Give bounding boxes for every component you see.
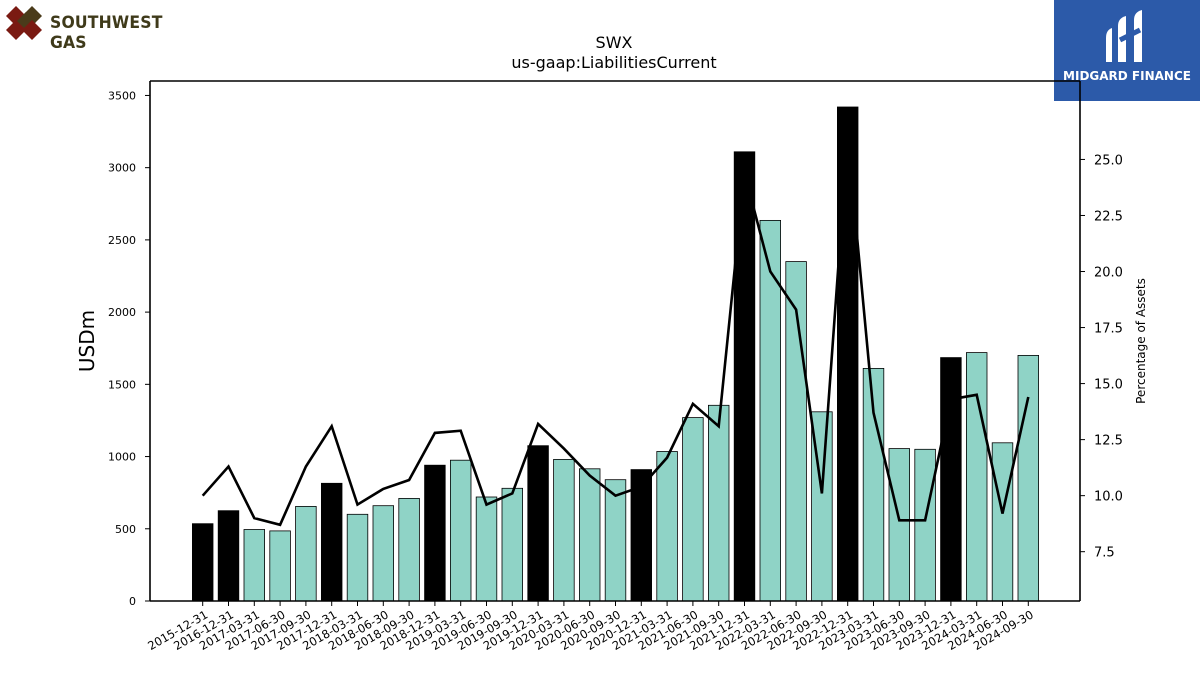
y-tick-label-500: 500 [115,523,136,536]
diamond-mark-icon [6,6,42,40]
bar-2020-03-31 [553,458,575,602]
chart-title: SWX [596,33,633,52]
bar-2024-06-30 [991,442,1014,602]
y2-tick-label-25: 25.0 [1094,153,1123,168]
y-axis-label: USDm [75,310,99,372]
bar-2018-09-30 [398,497,420,602]
bar-2024-03-31 [966,352,988,602]
y-tick-label-0: 0 [129,595,136,608]
chart-subtitle: us-gaap:LiabilitiesCurrent [511,53,716,72]
bar-2021-03-31 [656,451,678,602]
y-tick-label-3000: 3000 [108,162,136,175]
y2-tick-label-17.5: 17.5 [1094,322,1123,337]
bar-2018-06-30 [372,505,395,602]
y2-axis-label: Percentage of Assets [1134,278,1148,404]
y-tick-label-1000: 1000 [108,451,136,464]
bar-2017-06-30 [269,530,291,602]
bar-2020-06-30 [579,468,601,602]
bar-2017-12-31 [320,482,343,602]
y2-tick-label-15: 15.0 [1094,378,1123,393]
y2-tick-label-20: 20.0 [1094,266,1123,281]
y-tick-label-2000: 2000 [108,306,136,319]
bar-2019-06-30 [475,496,498,602]
y2-tick-label-7.5: 7.5 [1094,546,1115,561]
southwest-gas-logo: SOUTHWEST GAS [4,4,194,53]
bar-2020-09-30 [604,479,627,602]
bar-2019-12-31 [527,445,549,602]
bar-2016-12-31 [217,510,240,602]
bar-2017-03-31 [243,529,266,602]
bar-2017-09-30 [295,505,317,602]
midgard-finance-logo: MIDGARD FINANCE [1054,0,1200,101]
line-group [201,136,1030,527]
southwest-gas-wordmark: SOUTHWEST GAS [50,13,163,53]
midgard-mark-icon [1106,10,1142,62]
bar-2021-09-30 [708,404,730,602]
bar-2021-06-30 [682,417,704,602]
bar-2018-12-31 [424,464,446,602]
bar-2019-03-31 [449,459,472,602]
y2-tick-label-12.5: 12.5 [1094,434,1123,449]
bar-2022-03-31 [759,219,782,602]
y-tick-label-1500: 1500 [108,378,136,391]
bar-2018-03-31 [346,513,369,602]
midgard-finance-wordmark: MIDGARD FINANCE [1063,69,1191,83]
bar-2023-12-31 [940,357,962,602]
y-tick-label-2500: 2500 [108,234,136,247]
bar-2019-09-30 [501,487,524,602]
y-tick-label-3500: 3500 [108,89,136,102]
y2-tick-label-10: 10.0 [1094,490,1123,505]
bar-2023-06-30 [888,448,911,602]
bar-2015-12-31 [191,523,214,602]
bar-2024-09-30 [1017,354,1040,602]
bar-2022-12-31 [837,106,859,602]
bar-2023-09-30 [914,448,936,602]
percentage-line [201,136,1030,527]
bars-group [191,106,1040,602]
y2-tick-label-22.5: 22.5 [1094,209,1123,224]
bar-2021-12-31 [733,151,756,602]
